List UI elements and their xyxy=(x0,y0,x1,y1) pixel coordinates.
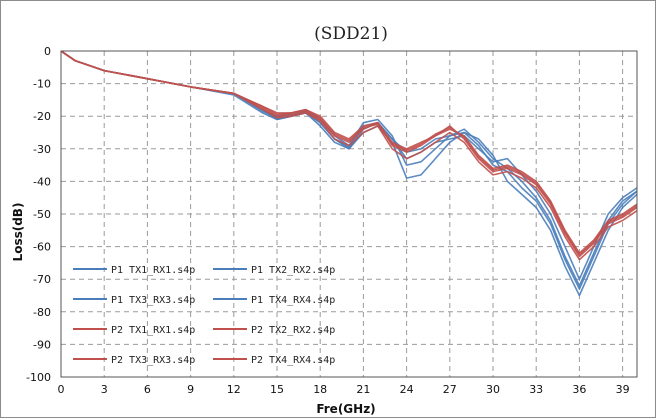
legend-label: P1 TX3_RX3.s4p xyxy=(111,295,195,306)
x-tick-label: 30 xyxy=(486,383,500,396)
y-tick-label: -60 xyxy=(33,241,51,254)
series-line-8 xyxy=(61,51,637,256)
legend-label: P1 TX4_RX4.s4p xyxy=(251,295,335,306)
series-layer xyxy=(61,51,637,297)
legend-label: P2 TX3_RX3.s4p xyxy=(111,355,195,366)
y-tick-label: -30 xyxy=(33,143,51,156)
x-tick-label: 15 xyxy=(270,383,284,396)
legend-label: P2 TX4_RX4.s4p xyxy=(251,355,335,366)
x-tick-label: 33 xyxy=(529,383,543,396)
y-tick-label: -20 xyxy=(33,110,51,123)
x-tick-label: 9 xyxy=(187,383,194,396)
axes xyxy=(60,50,638,378)
series-line-7 xyxy=(61,51,637,261)
x-tick-label: 3 xyxy=(101,383,108,396)
y-tick-label: -70 xyxy=(33,273,51,286)
x-tick-label: 0 xyxy=(58,383,65,396)
y-tick-label: -10 xyxy=(33,78,51,91)
x-tick-label: 24 xyxy=(400,383,414,396)
x-axis-label: Fre(GHz) xyxy=(316,402,375,416)
x-tick-label: 12 xyxy=(227,383,241,396)
x-tick-label: 39 xyxy=(616,383,630,396)
legend-label: P2 TX2_RX2.s4p xyxy=(251,325,335,336)
series-line-3 xyxy=(61,51,637,297)
legend-label: P1 TX1_RX1.s4p xyxy=(111,265,195,276)
y-axis-label: Loss(dB) xyxy=(11,203,25,262)
legend: P1 TX1_RX1.s4p P1 TX2_RX2.s4p P1 TX3_RX3.s… xyxy=(73,265,335,366)
x-tick-label: 21 xyxy=(356,383,370,396)
y-tick-label: 0 xyxy=(44,45,51,58)
legend-label: P1 TX2_RX2.s4p xyxy=(251,265,335,276)
y-tick-label: -40 xyxy=(33,175,51,188)
y-tick-label: -100 xyxy=(26,371,51,384)
x-tick-label: 6 xyxy=(144,383,151,396)
x-tick-label: 27 xyxy=(443,383,457,396)
x-tick-label: 18 xyxy=(313,383,327,396)
legend-label: P2 TX1_RX1.s4p xyxy=(111,325,195,336)
y-tick-label: -80 xyxy=(33,306,51,319)
x-tick-label: 36 xyxy=(572,383,586,396)
y-tick-label: -50 xyxy=(33,208,51,221)
plot-border xyxy=(60,50,638,378)
y-tick-label: -90 xyxy=(33,338,51,351)
chart-title: (SDD21) xyxy=(314,24,388,44)
